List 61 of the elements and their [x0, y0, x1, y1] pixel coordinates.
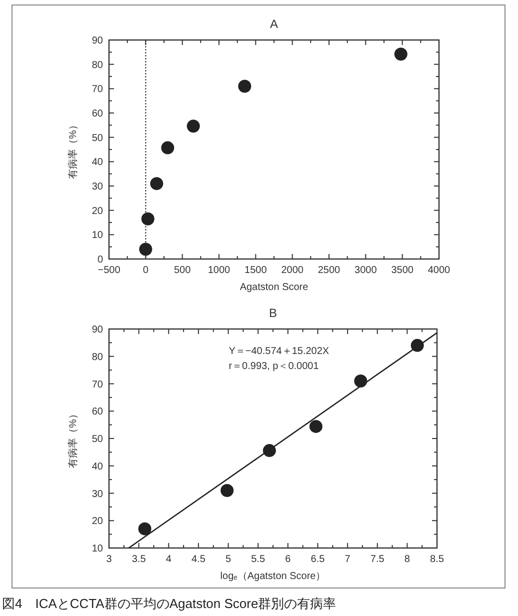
point [238, 80, 252, 93]
y-tick-label: 70 [92, 379, 104, 390]
y-tick-label: 60 [92, 108, 104, 120]
point [220, 484, 234, 498]
point [186, 120, 200, 133]
point [138, 522, 152, 536]
x-tick-label: 8 [404, 554, 410, 565]
point [141, 212, 154, 226]
x-axis-title: logₑ（Agatston Score） [220, 571, 326, 582]
x-tick-label: 3500 [391, 265, 414, 276]
x-tick-label: 2000 [281, 265, 304, 276]
x-tick-label: 4.5 [192, 554, 206, 565]
y-axis-title: 有病率（%） [67, 120, 79, 179]
y-tick-label: 80 [92, 60, 104, 71]
y-tick-label: 10 [92, 544, 104, 554]
y-tick-label: 0 [97, 254, 104, 266]
y-tick-label: 70 [92, 84, 104, 96]
point [354, 374, 368, 388]
point [309, 420, 322, 433]
y-tick-label: 80 [92, 352, 104, 363]
x-tick-label: 3.5 [132, 554, 146, 565]
x-tick-label: 6 [285, 554, 292, 565]
x-tick-label: 5 [225, 554, 232, 565]
y-tick-label: 30 [92, 182, 104, 192]
x-tick-label: 4000 [428, 265, 451, 276]
x-tick-label: 7.5 [370, 554, 385, 565]
caption: 図4 ICAとCCTA群の平均のAgatston Score群別の有病率 [2, 596, 336, 611]
x-axis-title: Agatston Score [240, 282, 309, 293]
y-tick-label: 20 [92, 516, 104, 528]
x-tick-label: 0 [142, 265, 149, 276]
point [139, 242, 152, 256]
chart-title: B [268, 306, 278, 320]
x-tick-label: 3000 [354, 265, 378, 276]
x-tick-label: 1000 [208, 265, 231, 276]
chart-title: A [270, 17, 278, 31]
x-tick-label: 7 [344, 554, 351, 565]
y-tick-label: 10 [92, 230, 104, 242]
point [150, 177, 164, 190]
x-tick-label: 8.5 [430, 554, 444, 565]
x-tick-label: 3 [106, 554, 112, 565]
y-tick-label: 90 [92, 36, 104, 46]
y-tick-label: 60 [92, 406, 104, 418]
x-tick-label: 6.5 [310, 554, 326, 565]
y-tick-label: 20 [92, 206, 104, 217]
y-tick-label: 40 [92, 157, 104, 168]
x-tick-label: 5.5 [251, 554, 266, 565]
y-tick-label: 30 [92, 488, 104, 500]
x-tick-label: −500 [98, 265, 121, 276]
x-tick-label: 4 [166, 554, 172, 565]
point [394, 48, 408, 61]
x-tick-label: 500 [174, 265, 192, 276]
x-tick-label: 1500 [244, 265, 268, 276]
point [161, 141, 174, 154]
x-tick-label: 2500 [318, 265, 341, 276]
annotation: r＝0.993, p＜0.0001 [228, 361, 320, 372]
y-tick-label: 50 [92, 132, 104, 144]
y-tick-label: 40 [92, 461, 104, 472]
y-axis-title: 有病率（%） [67, 409, 79, 468]
y-tick-label: 90 [92, 324, 104, 336]
annotation: Y＝−40.574＋15.202X [228, 346, 330, 357]
y-tick-label: 50 [92, 434, 104, 445]
